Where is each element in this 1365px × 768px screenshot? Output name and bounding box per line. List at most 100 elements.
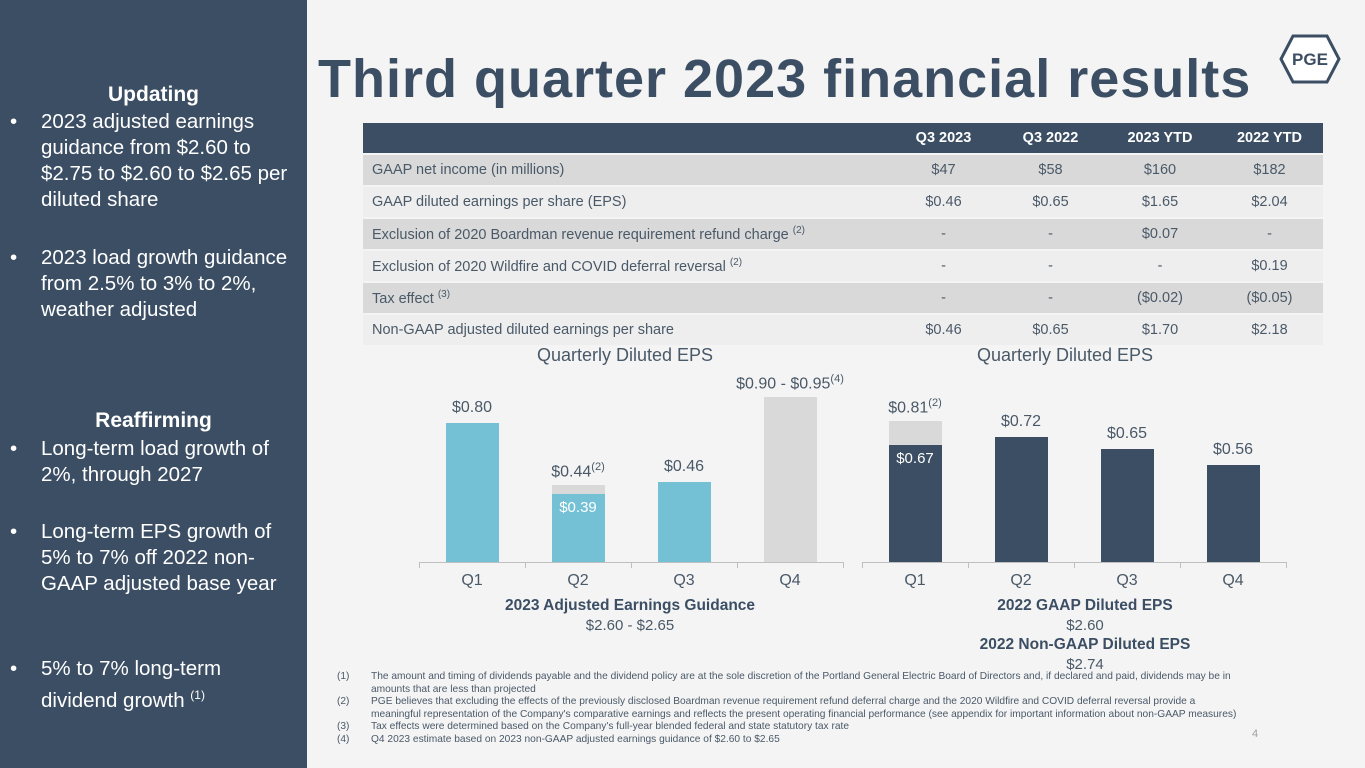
axis-tick <box>968 562 969 568</box>
bar-inner-label: $0.67 <box>896 450 934 468</box>
row-label-text: Exclusion of 2020 Boardman revenue requi… <box>372 226 789 243</box>
table-cell: - <box>997 219 1104 249</box>
table-row: Non-GAAP adjusted diluted earnings per s… <box>363 315 1323 345</box>
table-cell: $160 <box>1104 155 1216 185</box>
footnote-text: PGE believes that excluding the effects … <box>371 696 1237 720</box>
table-cell: $0.07 <box>1104 219 1216 249</box>
footnote-text: The amount and timing of dividends payab… <box>371 671 1231 695</box>
table-cell: $1.65 <box>1104 187 1216 217</box>
footnote: (2) PGE believes that excluding the effec… <box>337 696 1237 721</box>
x-tick-label: Q2 <box>1010 572 1032 589</box>
table-cell: $58 <box>997 155 1104 185</box>
bar-value-label: $0.81(2) <box>849 397 982 417</box>
bullet-glyph: • <box>10 657 18 680</box>
footnote-number: (1) <box>337 671 350 682</box>
axis-tick <box>862 562 863 568</box>
footnote-ref: (2) <box>792 225 805 237</box>
table-header: Q3 2023 <box>890 123 997 153</box>
bullet-text: 5% to 7% long-term dividend growth (1) <box>41 656 295 714</box>
table-row: GAAP diluted earnings per share (EPS) $0.… <box>363 187 1323 217</box>
bullet-glyph: • <box>10 520 18 543</box>
footnote-number: (4) <box>337 733 350 745</box>
row-label-text: GAAP diluted earnings per share (EPS) <box>372 194 627 210</box>
table-cell: - <box>890 251 997 281</box>
table-row: Exclusion of 2020 Wildfire and COVID def… <box>363 251 1323 281</box>
left-chart-title: Quarterly Diluted EPS <box>536 345 714 365</box>
bar-inner-label: $0.39 <box>559 499 597 517</box>
table-header: 2023 YTD <box>1104 123 1216 153</box>
table-cell: $1.70 <box>1104 315 1216 345</box>
bar-value-text: $0.81 <box>888 399 929 417</box>
row-label-text: Exclusion of 2020 Wildfire and COVID def… <box>372 258 726 275</box>
sidebar-bullet: • Long-term EPS growth of 5% to 7% off 2… <box>10 519 295 597</box>
footnote: (3) Tax effects were determined based on … <box>337 721 1237 734</box>
financial-table: Q3 2023 Q3 2022 2023 YTD 2022 YTD GAAP n… <box>363 121 1323 347</box>
bar-value-text: $0.90 - $0.95 <box>736 375 831 393</box>
right-chart-title: Quarterly Diluted EPS <box>976 345 1154 365</box>
sidebar-bullet: • 2023 adjusted earnings guidance from $… <box>10 109 295 213</box>
eps-bar <box>888 445 942 562</box>
axis-tick <box>419 562 420 568</box>
sidebar-bullet: • 2023 load growth guidance from 2.5% to… <box>10 245 295 323</box>
table-cell: ($0.02) <box>1104 283 1216 313</box>
row-label-text: Non-GAAP adjusted diluted earnings per s… <box>372 322 675 338</box>
footnote-text: Q4 2023 estimate based on 2023 non-GAAP … <box>371 733 780 745</box>
sidebar-bullet: • 5% to 7% long-term dividend growth (1) <box>10 656 295 714</box>
axis-tick <box>737 562 738 568</box>
footnote-ref: (1) <box>190 688 205 702</box>
eps-bar <box>994 436 1048 562</box>
bar-value-label: $0.72 <box>955 413 1088 431</box>
table-header: 2022 YTD <box>1216 123 1323 153</box>
footnote-number: (2) <box>337 696 350 708</box>
footnote: (4) Q4 2023 estimate based on 2023 non-GA… <box>337 734 1237 747</box>
x-tick-label: Q2 <box>567 572 589 589</box>
table-cell: $0.65 <box>997 315 1104 345</box>
row-label: Tax effect (3) <box>363 283 890 313</box>
table-cell: - <box>890 219 997 249</box>
left-caption-bold: 2023 Adjusted Earnings Guidance <box>504 597 756 614</box>
table-header-row: Q3 2023 Q3 2022 2023 YTD 2022 YTD <box>363 123 1323 153</box>
logo-text: PGE <box>1292 50 1328 69</box>
table-cell: - <box>890 283 997 313</box>
sidebar-bullet: • Long-term load growth of 2%, through 2… <box>10 436 295 488</box>
adjustment-bar <box>888 421 942 446</box>
footnote-ref: (4) <box>830 372 844 385</box>
axis-tick <box>1074 562 1075 568</box>
table-cell: $47 <box>890 155 997 185</box>
axis-tick <box>631 562 632 568</box>
bar-value-text: $0.65 <box>1106 424 1148 442</box>
table-cell: - <box>1216 219 1323 249</box>
axis-tick <box>525 562 526 568</box>
row-label: Exclusion of 2020 Wildfire and COVID def… <box>363 251 890 281</box>
table-cell: $182 <box>1216 155 1323 185</box>
footnote-number: (3) <box>337 721 350 733</box>
estimate-bar <box>763 396 817 562</box>
row-label: GAAP diluted earnings per share (EPS) <box>363 187 890 217</box>
bar-value-label: $0.56 <box>1167 441 1300 459</box>
bullet-glyph: • <box>10 437 18 460</box>
right-caption-bold: 2022 GAAP Diluted EPS <box>997 597 1173 614</box>
table-cell: $0.65 <box>997 187 1104 217</box>
row-label-text: Tax effect <box>372 290 434 307</box>
table-cell: $2.18 <box>1216 315 1323 345</box>
right-caption-value: $2.60 <box>1066 617 1104 634</box>
table-header-blank <box>363 123 890 153</box>
row-label: Non-GAAP adjusted diluted earnings per s… <box>363 315 890 345</box>
eps-bar <box>657 481 711 562</box>
right-caption-value-2: $2.74 <box>1066 656 1104 673</box>
pge-logo: PGE <box>1279 34 1341 84</box>
row-label: GAAP net income (in millions) <box>363 155 890 185</box>
eps-bar <box>551 494 605 562</box>
bullet-text: 2023 load growth guidance from 2.5% to 3… <box>41 246 288 321</box>
table-row: Exclusion of 2020 Boardman revenue requi… <box>363 219 1323 249</box>
footnote-ref: (2) <box>928 397 942 410</box>
table-cell: ($0.05) <box>1216 283 1323 313</box>
table-cell: $0.46 <box>890 187 997 217</box>
table-header: Q3 2022 <box>997 123 1104 153</box>
bar-value-label: $0.90 - $0.95(4) <box>724 373 857 393</box>
bullet-glyph: • <box>10 110 18 133</box>
eps-bar <box>445 422 499 562</box>
page-title: Third quarter 2023 financial results <box>318 49 1252 109</box>
eps-bar <box>1206 464 1260 562</box>
bar-value-label: $0.46 <box>618 458 751 476</box>
